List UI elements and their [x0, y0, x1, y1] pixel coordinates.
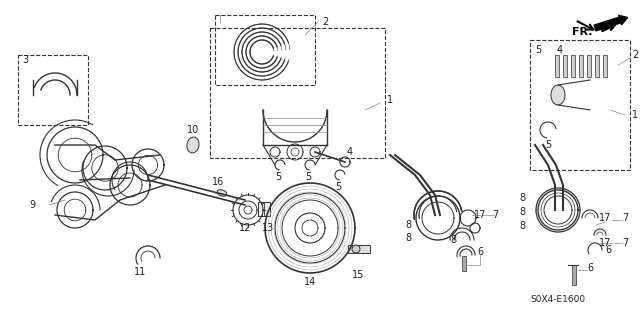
Text: S0X4-E1600: S0X4-E1600 [530, 295, 585, 304]
Bar [563, 55, 567, 77]
Bar [572, 265, 576, 285]
Text: 8: 8 [405, 233, 411, 243]
Bar [462, 256, 466, 271]
Text: 1: 1 [387, 95, 393, 105]
Bar [571, 55, 575, 77]
FancyArrow shape [594, 15, 628, 31]
Ellipse shape [187, 137, 199, 153]
Ellipse shape [352, 245, 360, 253]
Text: 11: 11 [134, 267, 146, 277]
Text: 1: 1 [632, 110, 638, 120]
Text: 5: 5 [545, 140, 551, 150]
Text: 13: 13 [262, 223, 274, 233]
Text: 2: 2 [632, 50, 638, 60]
Text: 8: 8 [405, 220, 411, 230]
Text: 5: 5 [335, 182, 341, 192]
Bar [18, 55, 88, 125]
Text: 4: 4 [347, 147, 353, 157]
Text: 8: 8 [450, 235, 456, 245]
Text: 2: 2 [322, 17, 328, 27]
Text: 4: 4 [557, 45, 563, 55]
Text: 5: 5 [275, 172, 281, 182]
Text: 17: 17 [474, 210, 486, 220]
Bar [603, 55, 607, 77]
Bar [258, 202, 270, 216]
Bar [555, 55, 559, 77]
Text: 5: 5 [305, 172, 311, 182]
Text: 6: 6 [605, 245, 611, 255]
Text: 16: 16 [212, 177, 224, 187]
Ellipse shape [217, 190, 227, 196]
Text: 12: 12 [239, 223, 251, 233]
Text: 10: 10 [187, 125, 199, 135]
Bar [595, 55, 599, 77]
Text: FR.: FR. [572, 27, 593, 37]
Text: 3: 3 [22, 55, 28, 65]
Bar [530, 40, 630, 170]
Text: 17: 17 [599, 238, 611, 248]
Text: 7: 7 [492, 210, 498, 220]
Text: 8: 8 [519, 221, 525, 231]
Text: 7: 7 [622, 238, 628, 248]
Text: 14: 14 [304, 277, 316, 287]
Bar [579, 55, 583, 77]
Bar [215, 15, 315, 85]
Text: 6: 6 [587, 263, 593, 273]
Text: 7: 7 [622, 213, 628, 223]
Ellipse shape [551, 85, 565, 105]
Text: 6: 6 [477, 247, 483, 257]
Bar [587, 55, 591, 77]
Text: 8: 8 [519, 207, 525, 217]
Text: 5: 5 [535, 45, 541, 55]
Text: 17: 17 [599, 213, 611, 223]
Bar [210, 28, 385, 158]
Text: 8: 8 [519, 193, 525, 203]
Bar [348, 245, 370, 253]
Text: 9: 9 [29, 200, 35, 210]
Text: 15: 15 [352, 270, 364, 280]
